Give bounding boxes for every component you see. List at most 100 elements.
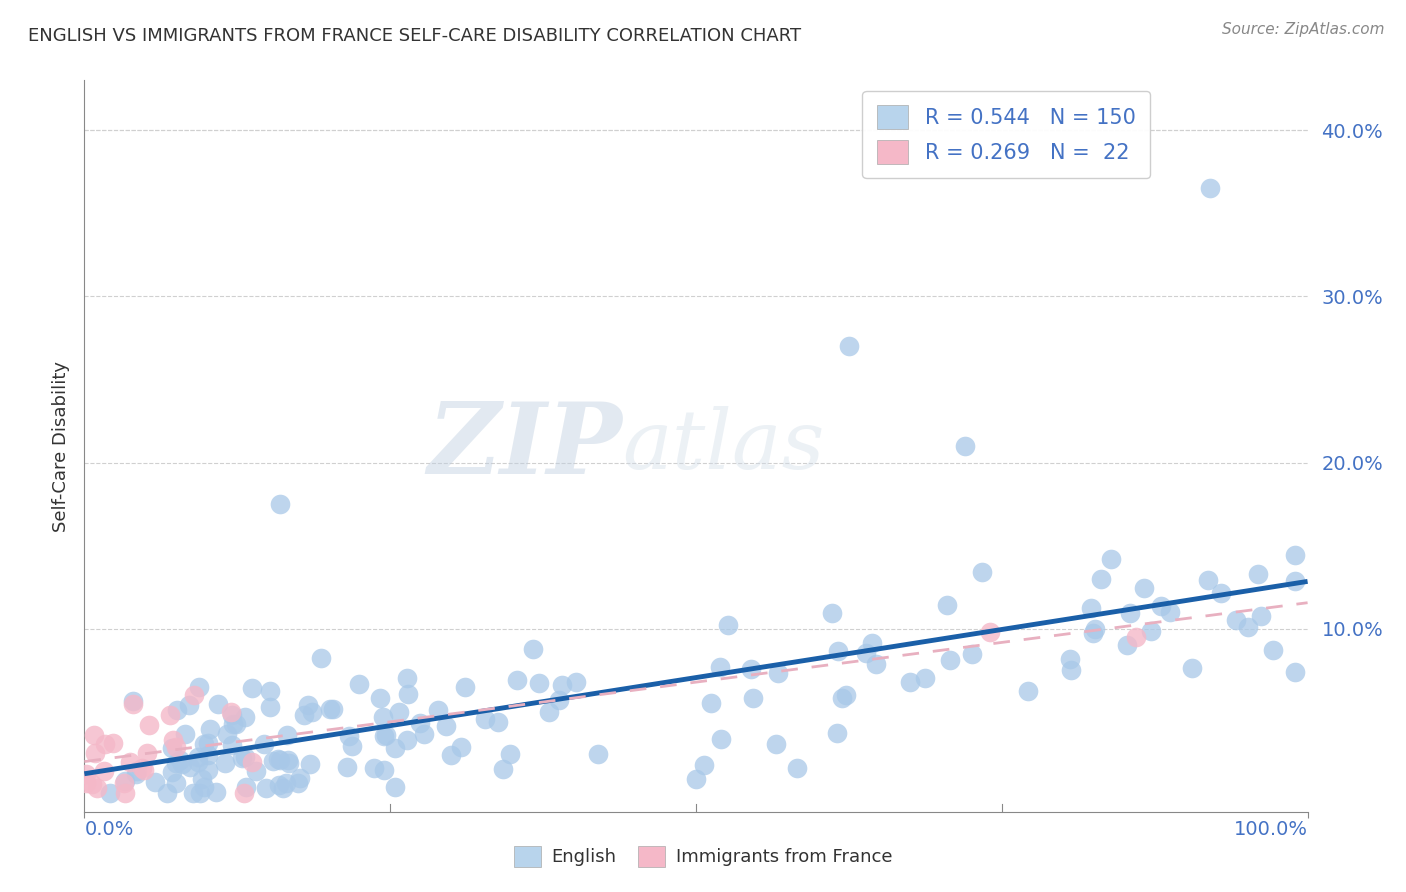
Point: [297, 698, 319, 712]
Point: [253, 737, 276, 751]
Text: ENGLISH VS IMMIGRANTS FROM FRANCE SELF-CARE DISABILITY CORRELATION CHART: ENGLISH VS IMMIGRANTS FROM FRANCE SELF-C…: [28, 27, 801, 45]
Point: [215, 727, 238, 741]
Point: [179, 759, 201, 773]
Point: [939, 653, 962, 667]
Point: [492, 762, 515, 776]
Text: atlas: atlas: [623, 406, 825, 486]
Point: [138, 718, 160, 732]
Point: [388, 705, 411, 719]
Point: [131, 761, 153, 775]
Point: [831, 691, 853, 706]
Point: [288, 771, 311, 785]
Point: [112, 776, 135, 790]
Point: [233, 749, 256, 764]
Point: [93, 737, 115, 751]
Point: [179, 698, 201, 712]
Point: [454, 680, 477, 694]
Point: [259, 684, 281, 698]
Point: [187, 750, 209, 764]
Point: [960, 647, 983, 661]
Point: [80, 777, 103, 791]
Point: [197, 736, 219, 750]
Point: [75, 766, 97, 780]
Point: [278, 756, 301, 771]
Text: 100.0%: 100.0%: [1233, 820, 1308, 839]
Point: [827, 644, 849, 658]
Point: [122, 697, 145, 711]
Text: ZIP: ZIP: [427, 398, 623, 494]
Point: [240, 681, 263, 695]
Point: [159, 708, 181, 723]
Point: [1119, 606, 1142, 620]
Point: [1284, 574, 1306, 588]
Point: [1225, 613, 1247, 627]
Point: [395, 672, 418, 686]
Point: [1250, 609, 1272, 624]
Point: [240, 756, 263, 770]
Point: [160, 765, 183, 780]
Point: [522, 642, 544, 657]
Point: [125, 767, 148, 781]
Point: [336, 759, 359, 773]
Point: [287, 776, 309, 790]
Point: [537, 705, 560, 719]
Point: [1080, 600, 1102, 615]
Point: [276, 728, 298, 742]
Point: [835, 688, 858, 702]
Point: [93, 764, 115, 778]
Point: [1090, 572, 1112, 586]
Point: [838, 339, 860, 353]
Point: [368, 691, 391, 706]
Point: [165, 776, 187, 790]
Point: [181, 786, 204, 800]
Point: [765, 737, 787, 751]
Point: [953, 439, 976, 453]
Point: [527, 676, 550, 690]
Text: Source: ZipAtlas.com: Source: ZipAtlas.com: [1222, 22, 1385, 37]
Point: [1284, 548, 1306, 562]
Point: [337, 729, 360, 743]
Point: [233, 709, 256, 723]
Point: [1150, 599, 1173, 614]
Point: [193, 737, 215, 751]
Point: [235, 780, 257, 794]
Point: [219, 705, 242, 719]
Point: [245, 764, 267, 778]
Point: [188, 786, 211, 800]
Point: [165, 756, 187, 770]
Point: [786, 761, 808, 775]
Point: [169, 753, 191, 767]
Point: [114, 787, 136, 801]
Point: [221, 717, 243, 731]
Point: [156, 787, 179, 801]
Point: [187, 755, 209, 769]
Point: [262, 754, 284, 768]
Point: [277, 753, 299, 767]
Point: [166, 703, 188, 717]
Point: [207, 697, 229, 711]
Point: [1081, 625, 1104, 640]
Point: [214, 756, 236, 770]
Point: [1237, 619, 1260, 633]
Point: [395, 733, 418, 747]
Point: [269, 753, 291, 767]
Point: [474, 712, 496, 726]
Point: [118, 755, 141, 769]
Point: [742, 690, 765, 705]
Point: [231, 751, 253, 765]
Point: [1198, 181, 1220, 195]
Point: [740, 662, 762, 676]
Point: [83, 747, 105, 761]
Point: [319, 702, 342, 716]
Point: [1059, 652, 1081, 666]
Point: [197, 763, 219, 777]
Point: [174, 727, 197, 741]
Point: [125, 764, 148, 779]
Point: [1133, 582, 1156, 596]
Point: [865, 657, 887, 671]
Point: [499, 747, 522, 761]
Point: [1181, 660, 1204, 674]
Point: [132, 763, 155, 777]
Point: [426, 703, 449, 717]
Point: [1099, 552, 1122, 566]
